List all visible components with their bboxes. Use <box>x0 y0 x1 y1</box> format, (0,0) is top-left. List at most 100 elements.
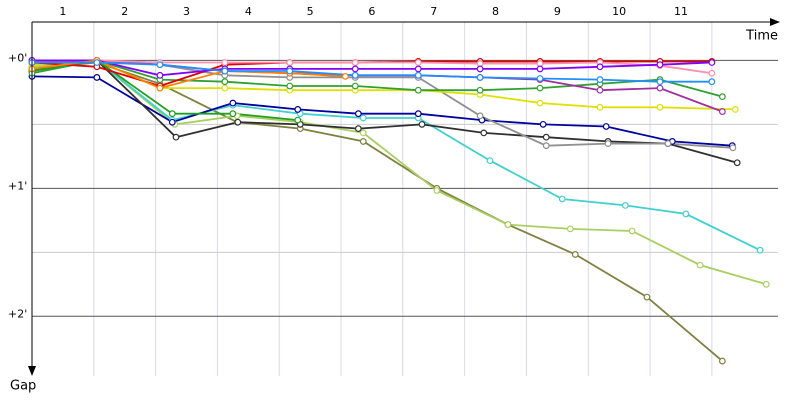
data-point <box>418 120 426 128</box>
data-point <box>604 140 612 147</box>
data-point <box>286 67 294 75</box>
data-point <box>718 93 726 101</box>
series-line <box>32 61 712 83</box>
data-point <box>294 106 302 113</box>
data-point <box>762 280 770 288</box>
x-axis-title: Time <box>745 29 778 44</box>
x-tick-label: 10 <box>612 5 626 18</box>
data-point <box>656 84 664 92</box>
data-point <box>229 99 237 107</box>
data-point <box>656 61 664 69</box>
data-point <box>156 61 164 69</box>
data-point <box>708 69 716 77</box>
data-point <box>536 99 544 107</box>
data-point <box>558 195 566 203</box>
data-point <box>696 261 704 269</box>
data-point <box>476 65 484 73</box>
data-point <box>221 59 229 66</box>
x-tick-label: 7 <box>430 5 437 18</box>
data-point <box>718 357 726 365</box>
x-tick-label: 3 <box>183 5 190 18</box>
data-point <box>351 82 359 90</box>
data-point <box>733 159 741 167</box>
data-point <box>414 59 422 66</box>
data-point <box>359 138 367 145</box>
x-tick-label: 5 <box>307 5 314 18</box>
y-tick-label: +1' <box>8 179 27 192</box>
data-point <box>476 74 484 81</box>
data-point <box>221 67 229 75</box>
data-point <box>708 78 716 86</box>
series-line <box>32 59 712 77</box>
series-group <box>28 56 770 365</box>
data-point <box>354 110 362 118</box>
x-axis-arrow <box>770 18 780 26</box>
data-point <box>596 63 604 71</box>
data-point <box>729 144 737 152</box>
data-point <box>476 86 484 94</box>
data-point <box>682 210 690 218</box>
data-point <box>571 251 579 258</box>
data-point <box>656 78 664 86</box>
data-point <box>643 293 651 301</box>
data-point <box>433 187 441 194</box>
data-point <box>566 225 574 233</box>
data-point <box>351 65 359 73</box>
data-point <box>221 78 229 86</box>
data-point <box>414 65 422 73</box>
data-point <box>354 125 362 133</box>
data-point <box>168 110 176 118</box>
data-point <box>414 86 422 94</box>
y-tick-label: +2' <box>8 307 27 320</box>
data-point <box>536 75 544 82</box>
data-point <box>341 72 349 80</box>
data-point <box>93 74 101 81</box>
data-point <box>621 201 629 209</box>
data-point <box>596 103 604 111</box>
data-point <box>480 129 488 137</box>
series-line <box>31 59 723 98</box>
data-point <box>542 133 550 141</box>
x-tick-label: 9 <box>554 5 561 18</box>
data-point <box>718 108 726 115</box>
data-point <box>286 59 294 66</box>
x-tick-label: 6 <box>368 5 375 18</box>
data-point <box>542 142 550 150</box>
data-point <box>539 120 547 128</box>
series-line <box>31 75 733 147</box>
data-point <box>486 157 494 165</box>
data-point <box>536 65 544 73</box>
data-point <box>536 84 544 92</box>
data-point <box>229 110 237 118</box>
data-point <box>602 123 610 130</box>
x-tick-label: 8 <box>492 5 499 18</box>
series-line <box>31 59 767 286</box>
data-point <box>351 71 359 79</box>
series-line <box>32 59 713 75</box>
y-tick-label: +0' <box>8 51 27 64</box>
data-point <box>504 221 512 228</box>
data-point <box>731 106 739 113</box>
data-point <box>351 59 359 66</box>
data-point <box>234 118 242 126</box>
y-axis-title: Gap <box>10 379 36 394</box>
data-point <box>628 227 636 235</box>
data-point <box>664 140 672 147</box>
data-point <box>156 71 164 79</box>
data-point <box>294 116 302 124</box>
data-point <box>656 103 664 111</box>
x-tick-label: 4 <box>245 5 252 18</box>
data-point <box>286 82 294 90</box>
data-point <box>359 114 367 122</box>
data-point <box>414 71 422 79</box>
data-point <box>156 84 164 92</box>
data-point <box>172 133 180 141</box>
x-tick-label: 11 <box>674 5 688 18</box>
data-point <box>168 118 176 126</box>
data-point <box>414 110 422 118</box>
data-point <box>756 246 764 254</box>
x-tick-label: 2 <box>121 5 128 18</box>
series-line <box>32 59 761 252</box>
data-point <box>476 112 484 120</box>
